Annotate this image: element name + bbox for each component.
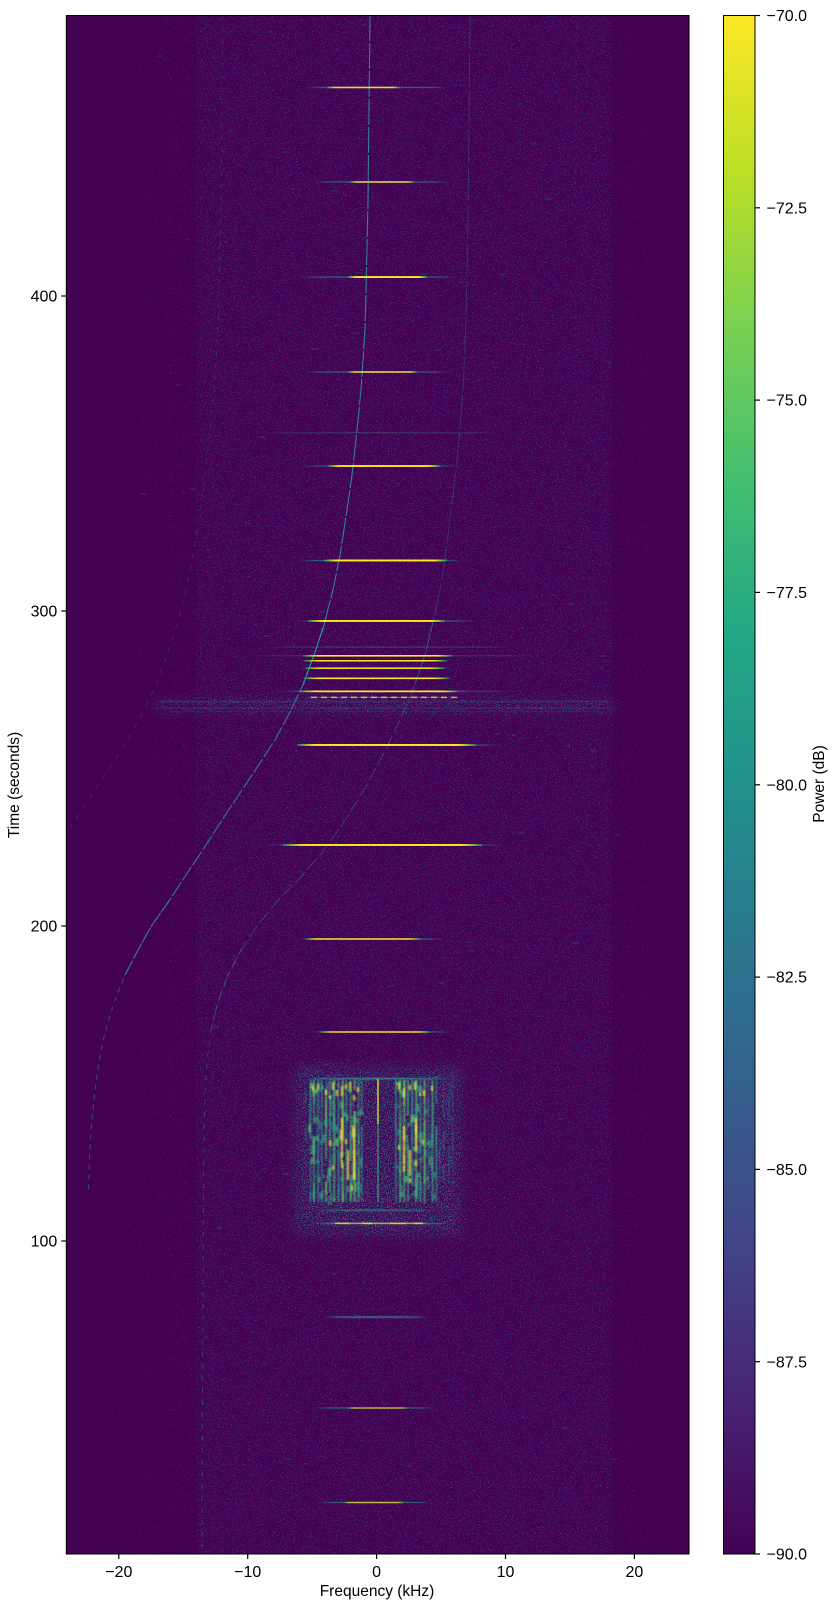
svg-text:−10: −10 [234, 1564, 261, 1581]
svg-text:−90.0: −90.0 [767, 1547, 808, 1564]
svg-text:Frequency (kHz): Frequency (kHz) [320, 1583, 435, 1600]
svg-text:400: 400 [31, 289, 58, 306]
svg-text:20: 20 [626, 1564, 644, 1581]
svg-text:−82.5: −82.5 [767, 970, 808, 987]
svg-text:−72.5: −72.5 [767, 200, 808, 217]
svg-text:−77.5: −77.5 [767, 585, 808, 602]
svg-text:−20: −20 [105, 1564, 132, 1581]
svg-text:−70.0: −70.0 [767, 8, 808, 25]
svg-text:300: 300 [31, 604, 58, 621]
svg-text:−75.0: −75.0 [767, 393, 808, 410]
svg-text:0: 0 [372, 1564, 381, 1581]
svg-text:−85.0: −85.0 [767, 1162, 808, 1179]
svg-text:Time (seconds): Time (seconds) [6, 732, 23, 838]
svg-text:200: 200 [31, 919, 58, 936]
svg-text:100: 100 [31, 1234, 58, 1251]
svg-text:−87.5: −87.5 [767, 1354, 808, 1371]
svg-text:Power (dB): Power (dB) [811, 745, 828, 823]
svg-text:10: 10 [497, 1564, 515, 1581]
svg-text:−80.0: −80.0 [767, 777, 808, 794]
